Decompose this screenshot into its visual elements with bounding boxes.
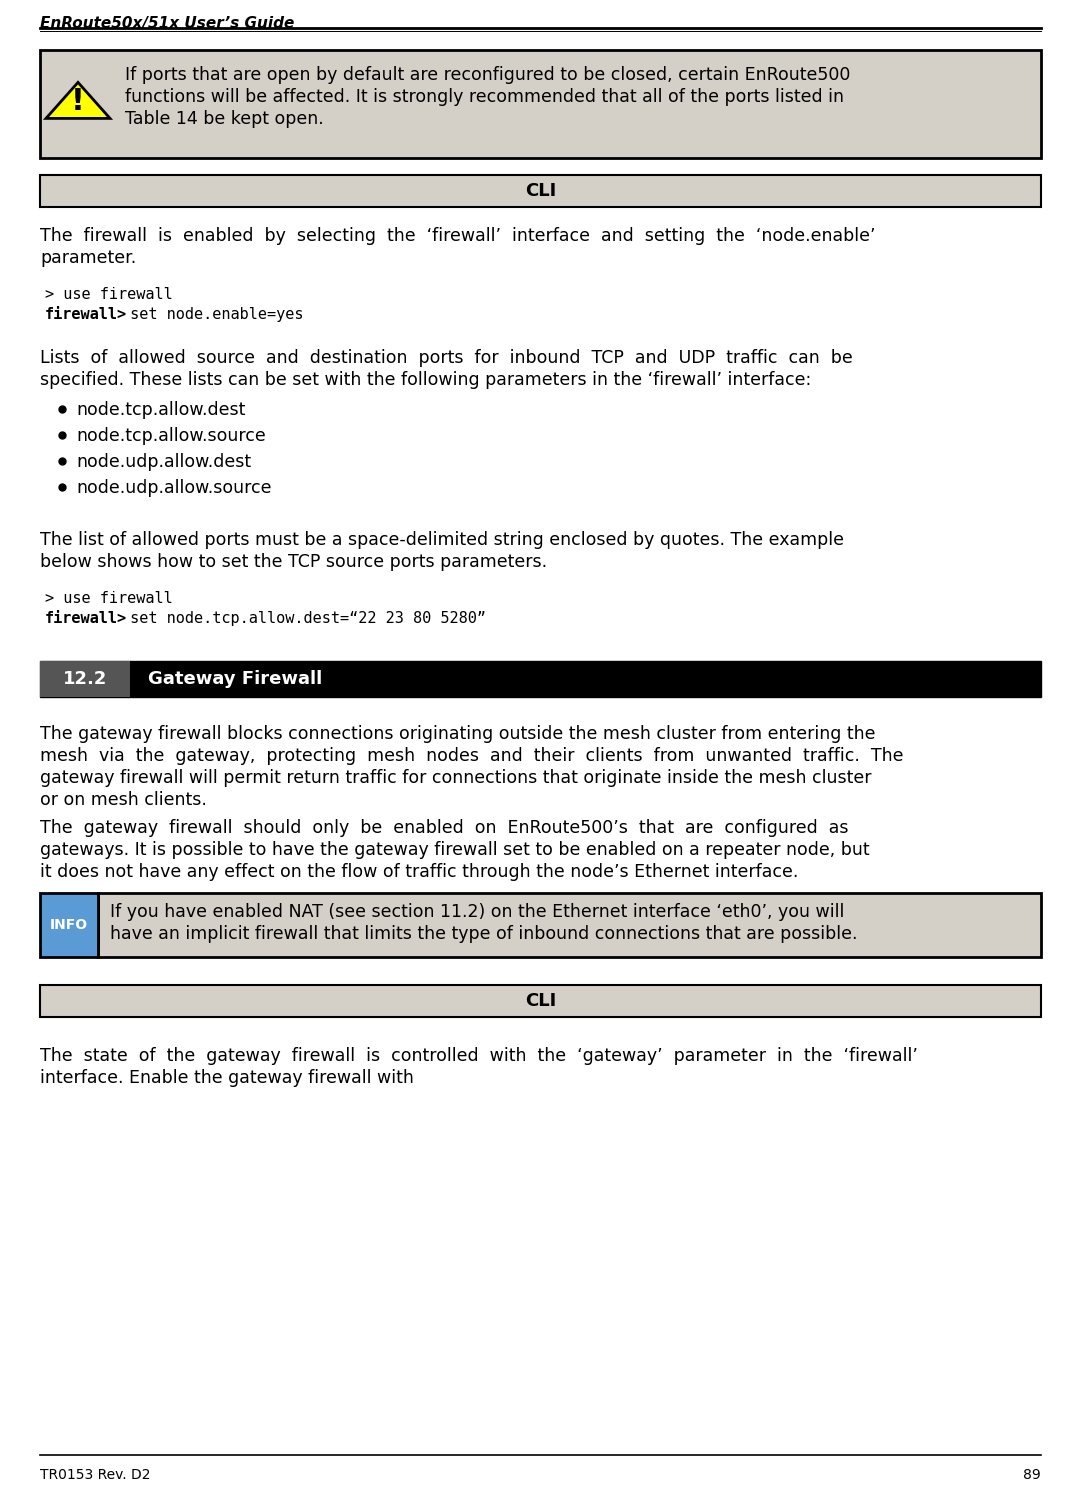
- FancyBboxPatch shape: [98, 893, 1041, 957]
- Text: > use firewall: > use firewall: [45, 286, 173, 303]
- Text: EnRoute50x/51x User’s Guide: EnRoute50x/51x User’s Guide: [40, 16, 295, 31]
- Polygon shape: [46, 82, 110, 118]
- Text: gateways. It is possible to have the gateway firewall set to be enabled on a rep: gateways. It is possible to have the gat…: [40, 841, 870, 859]
- Text: node.udp.allow.source: node.udp.allow.source: [76, 479, 272, 497]
- Text: parameter.: parameter.: [40, 249, 136, 267]
- Text: If you have enabled NAT (see section 11.2) on the Ethernet interface ‘eth0’, you: If you have enabled NAT (see section 11.…: [110, 904, 845, 921]
- Text: node.udp.allow.dest: node.udp.allow.dest: [76, 453, 251, 471]
- Text: set node.enable=yes: set node.enable=yes: [121, 307, 303, 322]
- FancyBboxPatch shape: [40, 893, 98, 957]
- Text: CLI: CLI: [524, 992, 556, 1009]
- Text: or on mesh clients.: or on mesh clients.: [40, 792, 207, 810]
- FancyBboxPatch shape: [40, 661, 129, 696]
- Text: interface. Enable the gateway firewall with: interface. Enable the gateway firewall w…: [40, 1069, 414, 1087]
- Text: Lists  of  allowed  source  and  destination  ports  for  inbound  TCP  and  UDP: Lists of allowed source and destination …: [40, 349, 852, 367]
- Text: The  gateway  firewall  should  only  be  enabled  on  EnRoute500’s  that  are  : The gateway firewall should only be enab…: [40, 819, 848, 836]
- Text: If ports that are open by default are reconfigured to be closed, certain EnRoute: If ports that are open by default are re…: [125, 66, 850, 83]
- Text: The  firewall  is  enabled  by  selecting  the  ‘firewall’  interface  and  sett: The firewall is enabled by selecting the…: [40, 227, 875, 245]
- Text: > use firewall: > use firewall: [45, 590, 173, 605]
- Text: The  state  of  the  gateway  firewall  is  controlled  with  the  ‘gateway’  pa: The state of the gateway firewall is con…: [40, 1047, 918, 1065]
- Text: firewall>: firewall>: [45, 611, 127, 626]
- Text: Table 14 be kept open.: Table 14 be kept open.: [125, 110, 324, 128]
- Text: set node.tcp.allow.dest=“22 23 80 5280”: set node.tcp.allow.dest=“22 23 80 5280”: [121, 611, 486, 626]
- Text: mesh  via  the  gateway,  protecting  mesh  nodes  and  their  clients  from  un: mesh via the gateway, protecting mesh no…: [40, 747, 903, 765]
- Text: Gateway Firewall: Gateway Firewall: [148, 669, 323, 687]
- Text: firewall>: firewall>: [45, 307, 127, 322]
- Text: CLI: CLI: [524, 182, 556, 200]
- Text: INFO: INFO: [50, 918, 88, 932]
- Text: The gateway firewall blocks connections originating outside the mesh cluster fro: The gateway firewall blocks connections …: [40, 725, 875, 743]
- FancyBboxPatch shape: [40, 51, 1041, 158]
- FancyBboxPatch shape: [40, 174, 1041, 207]
- Text: specified. These lists can be set with the following parameters in the ‘firewall: specified. These lists can be set with t…: [40, 371, 811, 389]
- Text: have an implicit firewall that limits the type of inbound connections that are p: have an implicit firewall that limits th…: [110, 924, 858, 942]
- Text: The list of allowed ports must be a space-delimited string enclosed by quotes. T: The list of allowed ports must be a spac…: [40, 531, 844, 549]
- Text: it does not have any effect on the flow of traffic through the node’s Ethernet i: it does not have any effect on the flow …: [40, 863, 798, 881]
- Text: node.tcp.allow.source: node.tcp.allow.source: [76, 426, 265, 444]
- Text: 12.2: 12.2: [63, 669, 107, 687]
- FancyBboxPatch shape: [40, 986, 1041, 1017]
- Text: !: !: [71, 88, 85, 116]
- FancyBboxPatch shape: [40, 661, 1041, 696]
- Text: below shows how to set the TCP source ports parameters.: below shows how to set the TCP source po…: [40, 553, 547, 571]
- Text: TR0153 Rev. D2: TR0153 Rev. D2: [40, 1469, 150, 1482]
- Text: node.tcp.allow.dest: node.tcp.allow.dest: [76, 401, 245, 419]
- Text: functions will be affected. It is strongly recommended that all of the ports lis: functions will be affected. It is strong…: [125, 88, 844, 106]
- Text: gateway firewall will permit return traffic for connections that originate insid: gateway firewall will permit return traf…: [40, 769, 872, 787]
- Text: 89: 89: [1023, 1469, 1041, 1482]
